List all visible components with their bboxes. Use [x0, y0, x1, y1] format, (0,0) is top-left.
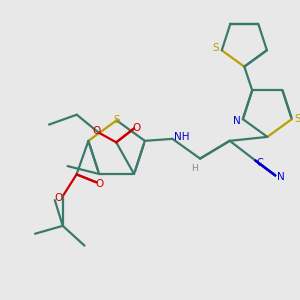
Text: O: O	[95, 179, 103, 189]
Text: O: O	[132, 122, 140, 133]
Text: H: H	[191, 164, 198, 173]
Text: S: S	[212, 43, 219, 53]
Text: S: S	[113, 116, 120, 125]
Text: NH: NH	[175, 132, 190, 142]
Text: N: N	[277, 172, 285, 182]
Text: O: O	[92, 127, 101, 136]
Text: O: O	[55, 193, 63, 203]
Text: C: C	[256, 158, 263, 168]
Text: N: N	[233, 116, 241, 126]
Text: S: S	[294, 114, 300, 124]
